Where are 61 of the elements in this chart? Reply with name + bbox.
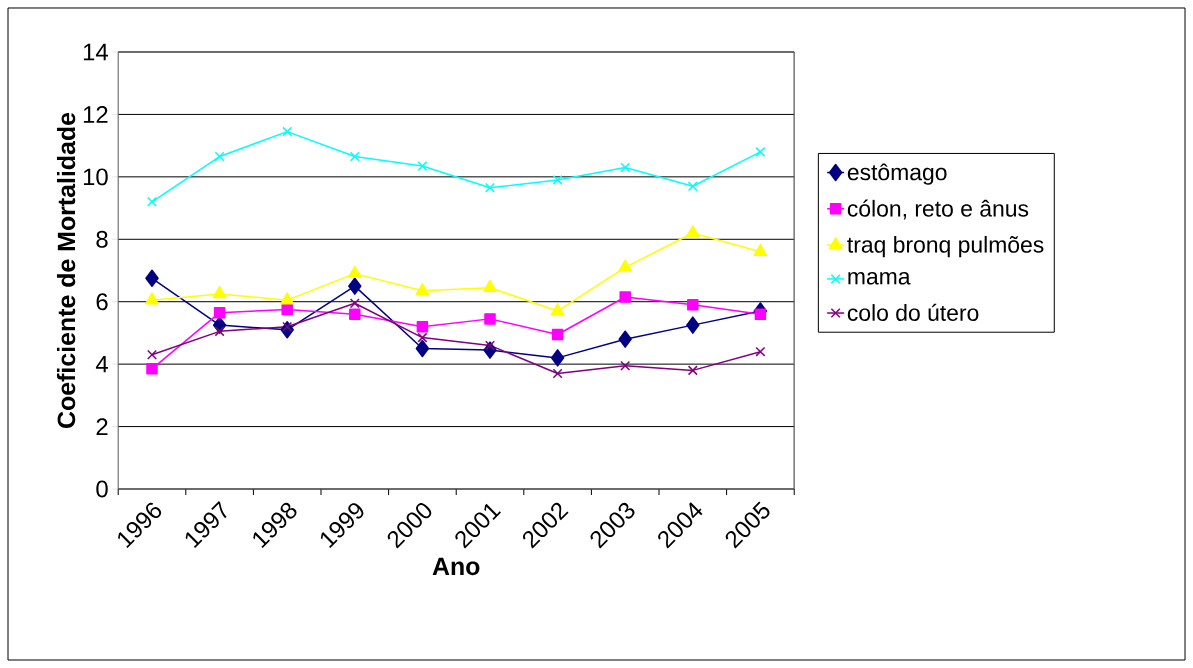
y-tick-label: 12 — [83, 106, 108, 123]
y-tick-label: 0 — [96, 480, 108, 498]
point — [145, 292, 159, 305]
point — [755, 346, 766, 357]
point — [214, 151, 225, 162]
point — [145, 269, 159, 288]
y-tick-label: 6 — [96, 293, 108, 311]
point — [485, 340, 495, 351]
point — [619, 291, 631, 303]
point — [685, 225, 700, 238]
point — [484, 313, 496, 325]
point — [349, 151, 360, 162]
y-tick-label: 2 — [96, 418, 108, 435]
point — [753, 244, 768, 257]
x-axis-title: Ano — [432, 557, 480, 576]
point — [754, 308, 767, 320]
legend-label: cólon, reto e ânus — [847, 199, 1029, 220]
point — [349, 308, 361, 320]
point — [552, 174, 563, 185]
point — [550, 303, 565, 316]
point — [618, 330, 632, 348]
legend-label: colo do útero — [847, 303, 979, 321]
point — [483, 279, 497, 292]
legend-label: estômago — [847, 163, 947, 185]
point — [686, 316, 700, 334]
point — [147, 349, 157, 360]
point — [687, 181, 698, 192]
point — [416, 320, 429, 333]
point — [281, 303, 293, 316]
point — [687, 365, 698, 376]
point — [485, 182, 495, 193]
legend-label: mama — [848, 272, 911, 285]
y-tick-label: 14 — [83, 43, 108, 61]
point — [348, 277, 362, 295]
point — [550, 349, 565, 367]
point — [213, 306, 226, 319]
point — [417, 160, 428, 171]
point — [755, 146, 766, 157]
y-tick-label: 8 — [96, 230, 108, 248]
point — [146, 363, 158, 375]
point — [282, 126, 293, 137]
point — [552, 368, 563, 379]
point — [687, 299, 699, 311]
point — [415, 339, 430, 358]
y-tick-label: 4 — [95, 355, 108, 373]
point — [618, 259, 633, 272]
y-tick-label: 10 — [83, 168, 108, 186]
point — [147, 196, 157, 207]
point — [282, 321, 293, 332]
point — [347, 265, 362, 278]
point — [417, 332, 428, 343]
y-axis-title: Coeficiente de Mortalidade — [56, 112, 76, 428]
point — [349, 298, 360, 309]
point — [620, 162, 631, 173]
legend-label: traq bronq pulmões — [847, 235, 1044, 258]
point — [214, 326, 225, 337]
point — [620, 360, 631, 371]
point — [212, 286, 227, 299]
point — [280, 292, 295, 305]
point — [415, 283, 430, 296]
point — [551, 328, 564, 341]
